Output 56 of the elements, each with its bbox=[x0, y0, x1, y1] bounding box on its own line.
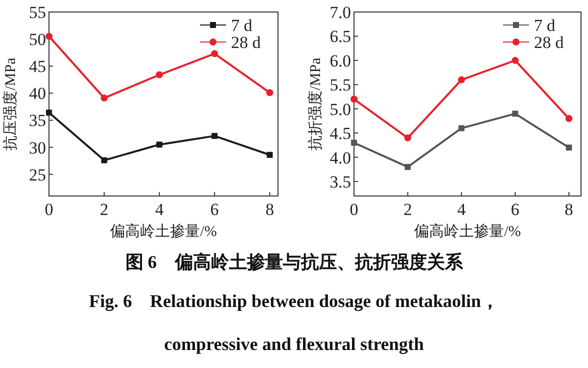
y-tick-label: 25 bbox=[29, 165, 46, 184]
point bbox=[565, 115, 572, 122]
y-tick-label: 5.5 bbox=[330, 76, 351, 95]
y-tick-label: 40 bbox=[29, 84, 46, 104]
point bbox=[404, 164, 411, 170]
x-tick-label: 0 bbox=[350, 200, 358, 219]
point bbox=[156, 142, 162, 148]
point bbox=[458, 76, 465, 84]
point bbox=[350, 96, 358, 103]
y-tick-label: 5.0 bbox=[330, 100, 351, 119]
point bbox=[512, 110, 518, 117]
x-tick-label: 6 bbox=[210, 200, 219, 219]
caption: Fig. 6 Relationship between dosage of metakaolin， bbox=[88, 291, 500, 311]
x-tick-label: 2 bbox=[403, 200, 412, 219]
y-axis-title: 抗压强度/MPa bbox=[2, 57, 19, 150]
point bbox=[211, 50, 218, 58]
y-tick-label: 45 bbox=[29, 57, 46, 76]
point bbox=[266, 89, 274, 96]
legend-label: 28 d bbox=[231, 33, 262, 52]
legend-label: 7 d bbox=[534, 16, 556, 35]
x-tick-label: 4 bbox=[457, 200, 466, 219]
x-tick-label: 6 bbox=[510, 200, 520, 219]
y-tick-label: 30 bbox=[29, 138, 46, 158]
y-tick-label: 50 bbox=[29, 30, 46, 50]
x-tick-label: 4 bbox=[155, 200, 164, 219]
point bbox=[351, 140, 357, 146]
point bbox=[46, 32, 52, 40]
y-tick-label: 4.5 bbox=[330, 124, 351, 144]
x-axis-title: 偏高岭土掺量/% bbox=[414, 223, 521, 240]
x-tick-label: 8 bbox=[265, 200, 274, 219]
y-tick-label: 6.5 bbox=[330, 27, 351, 46]
legend-label: 7 d bbox=[231, 16, 253, 35]
point bbox=[512, 56, 519, 64]
point bbox=[404, 134, 412, 142]
y-tick-label: 7.0 bbox=[330, 3, 351, 22]
x-tick-label: 2 bbox=[100, 200, 108, 219]
point bbox=[212, 132, 218, 139]
point bbox=[566, 144, 572, 151]
y-tick-label: 3.5 bbox=[330, 172, 351, 192]
legend-label: 28 d bbox=[534, 33, 564, 52]
point bbox=[46, 110, 52, 116]
text: compressive and flexural strength bbox=[164, 334, 424, 354]
x-tick-label: 8 bbox=[564, 200, 574, 219]
y-tick-label: 55 bbox=[29, 3, 46, 22]
point bbox=[458, 125, 464, 132]
x-tick-label: 0 bbox=[44, 200, 54, 219]
y-tick-label: 35 bbox=[29, 111, 46, 130]
point bbox=[101, 157, 108, 164]
y-tick-label: 4.0 bbox=[330, 148, 351, 168]
y-tick-label: 6.0 bbox=[330, 51, 351, 70]
x-axis-title: 偏高岭土掺量/% bbox=[110, 223, 217, 240]
point bbox=[156, 71, 163, 78]
caption: 图 6 偏高岭土掺量与抗压、抗折强度关系 bbox=[125, 252, 464, 272]
point bbox=[266, 152, 273, 158]
y-axis-title: 抗折强度/MPa bbox=[307, 57, 324, 150]
point bbox=[100, 94, 108, 102]
